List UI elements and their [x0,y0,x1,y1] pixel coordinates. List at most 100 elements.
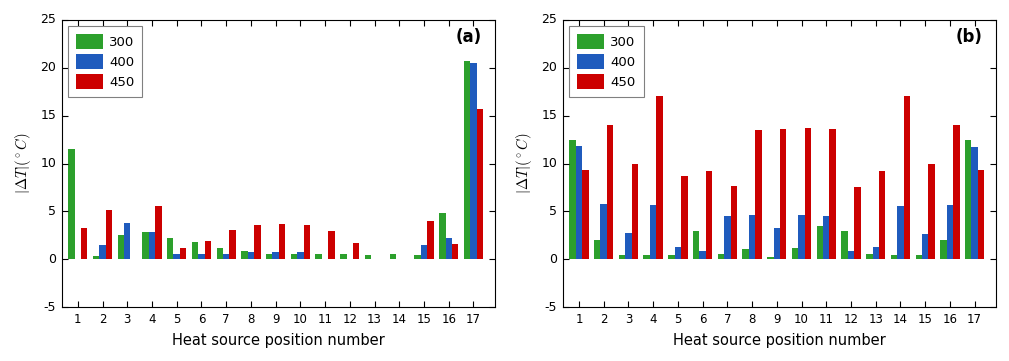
Bar [706,171,712,259]
Y-axis label: $|\Delta T|(^\circ C)$: $|\Delta T|(^\circ C)$ [515,133,535,194]
Bar [353,243,359,259]
Bar [155,206,161,259]
Bar [106,210,112,259]
Text: (a): (a) [455,29,481,47]
Bar [389,255,397,259]
Bar [798,215,805,259]
Bar [93,256,99,259]
Bar [266,253,272,259]
Bar [897,206,904,259]
Bar [180,248,187,259]
Bar [954,125,960,259]
Bar [946,205,954,259]
Bar [972,147,978,259]
Bar [304,225,310,259]
Bar [650,205,657,259]
Bar [99,245,106,259]
Bar [681,176,687,259]
Bar [328,231,335,259]
Y-axis label: $|\Delta T|(^\circ C)$: $|\Delta T|(^\circ C)$ [13,133,33,194]
Bar [816,226,823,259]
Bar [174,255,180,259]
Bar [365,256,371,259]
Bar [904,96,910,259]
Bar [594,240,600,259]
Bar [940,240,946,259]
Bar [606,125,613,259]
X-axis label: Heat source position number: Heat source position number [172,333,384,348]
X-axis label: Heat source position number: Heat source position number [673,333,886,348]
Bar [421,245,427,259]
Bar [452,244,458,259]
Bar [470,63,476,259]
Bar [922,234,928,259]
Bar [829,129,835,259]
Bar [192,242,198,259]
Bar [439,213,446,259]
Bar [915,256,922,259]
Bar [848,251,855,259]
Bar [446,238,452,259]
Bar [699,251,706,259]
Bar [278,224,286,259]
Bar [842,231,848,259]
Bar [626,234,632,259]
Legend: 300, 400, 450: 300, 400, 450 [69,26,142,97]
Bar [118,235,124,259]
Bar [600,204,606,259]
Legend: 300, 400, 450: 300, 400, 450 [569,26,644,97]
Bar [167,238,174,259]
Bar [866,255,873,259]
Bar [632,165,638,259]
Bar [774,228,780,259]
Bar [582,170,588,259]
Bar [241,251,247,259]
Bar [657,96,663,259]
Bar [668,256,675,259]
Bar [198,255,205,259]
Bar [229,230,236,259]
Bar [717,255,724,259]
Bar [780,129,786,259]
Text: (b): (b) [956,29,983,47]
Bar [823,216,829,259]
Bar [124,223,130,259]
Bar [879,171,885,259]
Bar [749,215,756,259]
Bar [792,248,798,259]
Bar [427,221,434,259]
Bar [767,257,774,259]
Bar [675,247,681,259]
Bar [254,225,260,259]
Bar [891,256,897,259]
Bar [340,255,347,259]
Bar [855,187,861,259]
Bar [464,61,470,259]
Bar [569,140,576,259]
Bar [756,130,762,259]
Bar [81,228,88,259]
Bar [217,248,223,259]
Bar [247,252,254,259]
Bar [476,109,483,259]
Bar [272,252,278,259]
Bar [142,232,148,259]
Bar [731,187,737,259]
Bar [928,165,934,259]
Bar [297,252,304,259]
Bar [316,255,322,259]
Bar [873,247,879,259]
Bar [965,140,972,259]
Bar [148,231,155,259]
Bar [978,170,985,259]
Bar [619,256,626,259]
Bar [576,146,582,259]
Bar [644,256,650,259]
Bar [724,216,731,259]
Bar [291,253,297,259]
Bar [805,128,811,259]
Bar [205,241,211,259]
Bar [69,149,75,259]
Bar [415,256,421,259]
Bar [743,249,749,259]
